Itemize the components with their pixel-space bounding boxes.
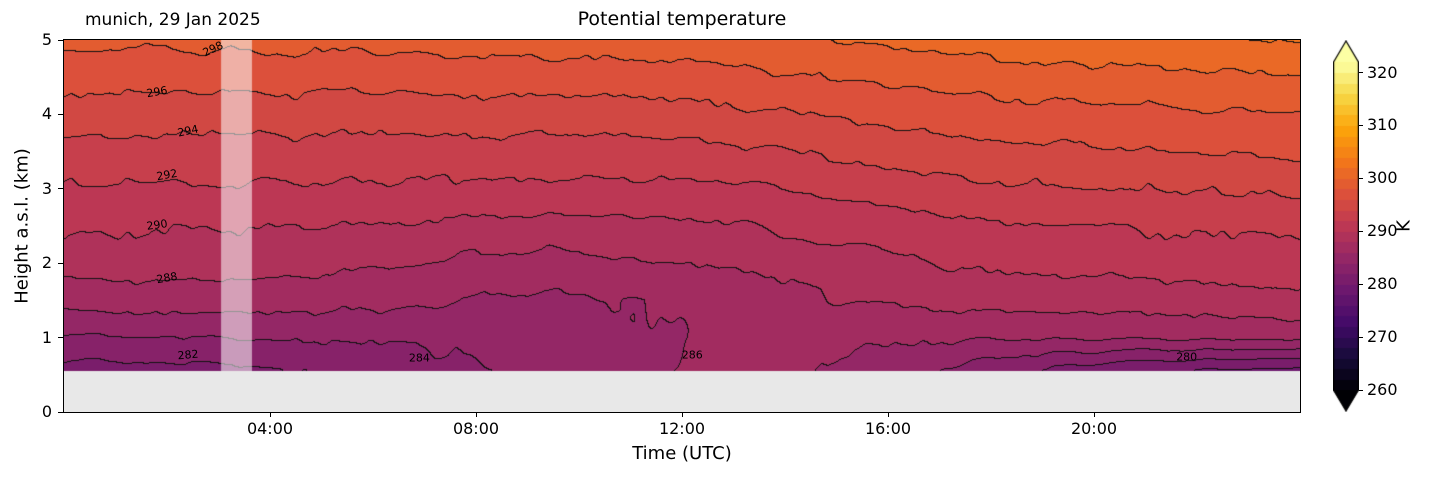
x-tick-label: 04:00 [246, 419, 294, 438]
x-tick-label: 16:00 [864, 419, 912, 438]
x-tick-label: 12:00 [658, 419, 706, 438]
y-tick-label: 4 [41, 104, 52, 124]
y-tick-label: 1 [41, 327, 52, 347]
y-tick-label: 2 [41, 253, 52, 273]
colorbar-tick-mark [1359, 283, 1363, 285]
y-tick-mark [58, 39, 63, 41]
colorbar-tick-mark [1359, 177, 1363, 179]
y-axis-label: Height a.s.l. (km) [11, 148, 33, 304]
x-tick-label: 08:00 [452, 419, 500, 438]
y-tick-mark [58, 188, 63, 190]
colorbar-tick-mark [1359, 336, 1363, 338]
y-tick-mark [58, 113, 63, 115]
colorbar-canvas [1333, 40, 1359, 412]
x-tick-mark [1093, 412, 1095, 417]
colorbar-tick-label: 260 [1367, 380, 1398, 400]
colorbar-tick-label: 280 [1367, 274, 1398, 294]
colorbar-tick-label: 270 [1367, 327, 1398, 347]
colorbar-tick-mark [1359, 124, 1363, 126]
y-tick-label: 0 [41, 402, 52, 422]
colorbar-tick-mark [1359, 389, 1363, 391]
colorbar-tick-label: 300 [1367, 168, 1398, 188]
colorbar-label: K [1393, 220, 1415, 232]
colorbar-tick-mark [1359, 72, 1363, 74]
y-tick-mark [58, 337, 63, 339]
contour-plot-canvas [64, 40, 1300, 412]
y-tick-mark [58, 411, 63, 413]
x-axis-label: Time (UTC) [632, 443, 732, 464]
colorbar-tick-mark [1359, 230, 1363, 232]
plot-annotation: munich, 29 Jan 2025 [85, 10, 261, 30]
chart-title: Potential temperature [577, 8, 787, 30]
colorbar-tick-label: 310 [1367, 115, 1398, 135]
x-tick-mark [269, 412, 271, 417]
x-tick-mark [887, 412, 889, 417]
y-tick-label: 3 [41, 179, 52, 198]
x-tick-mark [681, 412, 683, 417]
y-tick-label: 5 [41, 30, 52, 50]
x-tick-label: 20:00 [1070, 419, 1118, 438]
colorbar-tick-label: 320 [1367, 62, 1398, 82]
x-tick-mark [475, 412, 477, 417]
y-tick-mark [58, 262, 63, 264]
